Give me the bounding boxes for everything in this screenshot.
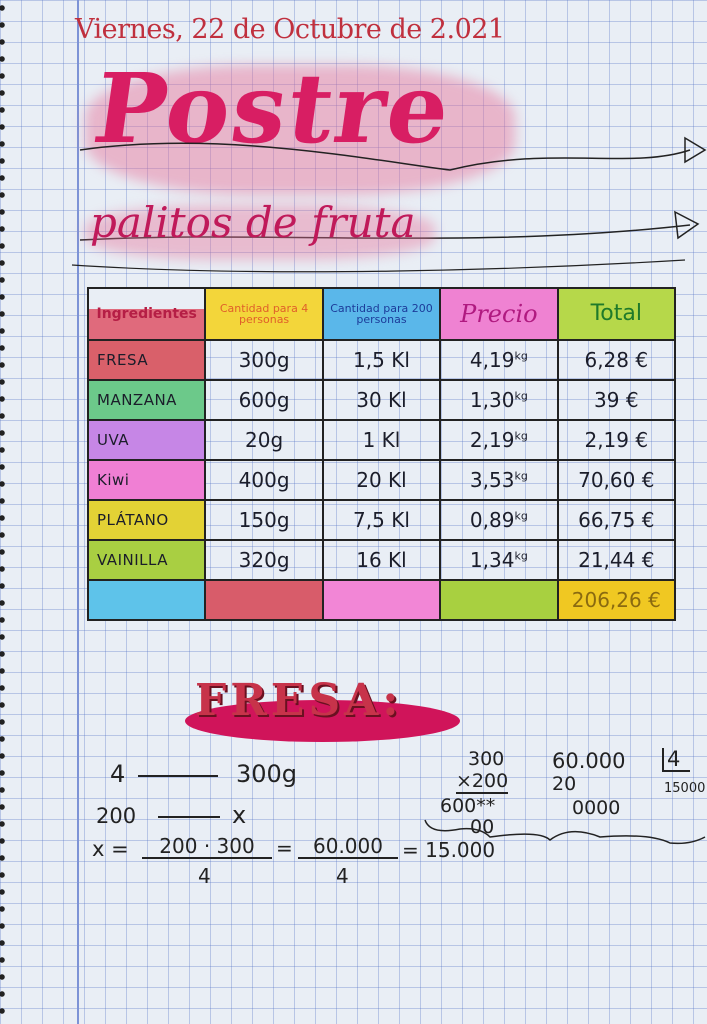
total-cell: 66,75 € bbox=[556, 499, 677, 541]
total-cell: 2,19 € bbox=[556, 419, 677, 461]
qty4-cell: 300g bbox=[204, 339, 324, 381]
price-value: 1,30 bbox=[469, 388, 515, 412]
header-qty200: Cantidad para 200 personas bbox=[321, 287, 442, 341]
price-cell: 1,34kg bbox=[439, 539, 559, 581]
price-value: 0,89 bbox=[469, 508, 515, 532]
section-heading: FRESA: bbox=[195, 675, 403, 726]
price-unit: kg bbox=[514, 429, 528, 443]
highlight-blob bbox=[85, 65, 515, 195]
price-unit: kg bbox=[514, 509, 528, 523]
ingredient-cell: PLÁTANO bbox=[86, 499, 207, 541]
table-row: FRESA 300g 1,5 Kl 4,19kg 6,28 € bbox=[86, 339, 677, 381]
eq-equals: = bbox=[276, 836, 293, 860]
grand-total: 206,26 € bbox=[556, 579, 677, 621]
price-cell: 3,53kg bbox=[439, 459, 559, 501]
qty4-cell: 600g bbox=[204, 379, 324, 421]
ingredient-cell: VAINILLA bbox=[86, 539, 207, 581]
footer-cell bbox=[321, 579, 442, 621]
price-value: 3,53 bbox=[469, 468, 515, 492]
header-ingredients: Ingredientes bbox=[86, 287, 207, 341]
mult-bottom: ×200 bbox=[456, 770, 509, 794]
highlight-blob bbox=[85, 205, 435, 260]
rule-dash bbox=[158, 816, 220, 818]
footer-cell bbox=[439, 579, 559, 621]
div-remainder-2: 0000 bbox=[572, 797, 621, 819]
eq-numerator-1: 200 · 300 bbox=[142, 836, 272, 859]
footer-cell bbox=[86, 579, 207, 621]
spiral-holes bbox=[0, 0, 8, 1024]
price-cell: 2,19kg bbox=[439, 419, 559, 461]
total-cell: 70,60 € bbox=[556, 459, 677, 501]
price-cell: 1,30kg bbox=[439, 379, 559, 421]
price-unit: kg bbox=[514, 349, 528, 363]
price-cell: 4,19kg bbox=[439, 339, 559, 381]
subtitle: palitos de fruta bbox=[90, 198, 416, 247]
table-row: Kiwi 400g 20 Kl 3,53kg 70,60 € bbox=[86, 459, 677, 501]
qty200-cell: 20 Kl bbox=[321, 459, 442, 501]
header-qty4: Cantidad para 4 personas bbox=[204, 287, 324, 341]
price-unit: kg bbox=[514, 389, 528, 403]
qty200-cell: 7,5 Kl bbox=[321, 499, 442, 541]
footer-cell bbox=[204, 579, 324, 621]
qty200-cell: 30 Kl bbox=[321, 379, 442, 421]
qty4-cell: 320g bbox=[204, 539, 324, 581]
table-header-row: Ingredientes Cantidad para 4 personas Ca… bbox=[86, 287, 677, 341]
price-unit: kg bbox=[514, 469, 528, 483]
table-row: MANZANA 600g 30 Kl 1,30kg 39 € bbox=[86, 379, 677, 421]
qty200-cell: 1 Kl bbox=[321, 419, 442, 461]
price-value: 2,19 bbox=[469, 428, 515, 452]
eq-result: = 15.000 bbox=[402, 838, 496, 862]
div-dividend: 60.000 bbox=[552, 749, 626, 773]
div-quotient: 15000 bbox=[664, 781, 706, 796]
total-cell: 39 € bbox=[556, 379, 677, 421]
eq-denominator-1: 4 bbox=[198, 864, 211, 888]
brace-line bbox=[424, 819, 706, 845]
header-price: Precio bbox=[439, 287, 559, 341]
div-divisor: 4 bbox=[662, 748, 691, 773]
eq-numerator-2: 60.000 bbox=[298, 836, 398, 859]
ingredient-cell: MANZANA bbox=[86, 379, 207, 421]
arrow-lines bbox=[71, 136, 707, 273]
ingredient-cell: UVA bbox=[86, 419, 207, 461]
mult-top: 300 bbox=[468, 748, 505, 770]
qty200-cell: 1,5 Kl bbox=[321, 339, 442, 381]
total-cell: 6,28 € bbox=[556, 339, 677, 381]
ingredient-cell: Kiwi bbox=[86, 459, 207, 501]
mult-row-1: 600** bbox=[440, 795, 496, 817]
price-unit: kg bbox=[514, 549, 528, 563]
total-cell: 21,44 € bbox=[556, 539, 677, 581]
table-row: PLÁTANO 150g 7,5 Kl 0,89kg 66,75 € bbox=[86, 499, 677, 541]
section-highlight bbox=[185, 700, 460, 742]
mult-row-2: 00 bbox=[470, 816, 495, 838]
table-footer-row: 206,26 € bbox=[86, 579, 677, 621]
rule-left-1: 4 bbox=[110, 760, 126, 788]
date-heading: Viernes, 22 de Octubre de 2.021 bbox=[75, 14, 505, 45]
eq-x: x = bbox=[92, 837, 129, 861]
price-value: 4,19 bbox=[469, 348, 515, 372]
price-value: 1,34 bbox=[469, 548, 515, 572]
qty4-cell: 20g bbox=[204, 419, 324, 461]
table-row: UVA 20g 1 Kl 2,19kg 2,19 € bbox=[86, 419, 677, 461]
price-cell: 0,89kg bbox=[439, 499, 559, 541]
margin-line bbox=[77, 0, 79, 1024]
rule-dash bbox=[138, 775, 218, 777]
ingredient-cell: FRESA bbox=[86, 339, 207, 381]
table-row: VAINILLA 320g 16 Kl 1,34kg 21,44 € bbox=[86, 539, 677, 581]
rule-right-1: 300g bbox=[236, 760, 298, 788]
qty4-cell: 400g bbox=[204, 459, 324, 501]
div-remainder-1: 20 bbox=[552, 773, 577, 795]
eq-denominator-2: 4 bbox=[336, 864, 349, 888]
qty4-cell: 150g bbox=[204, 499, 324, 541]
rule-left-2: 200 bbox=[96, 804, 137, 828]
rule-right-2: x bbox=[232, 801, 247, 829]
qty200-cell: 16 Kl bbox=[321, 539, 442, 581]
header-total: Total bbox=[556, 287, 677, 341]
ingredients-table: Ingredientes Cantidad para 4 personas Ca… bbox=[86, 287, 677, 621]
